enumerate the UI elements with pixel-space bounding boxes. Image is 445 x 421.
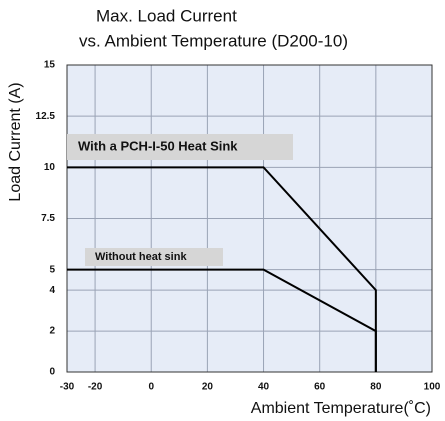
x-axis-label: Ambient Temperature(˚C) xyxy=(251,400,431,417)
y-tick-label: 2 xyxy=(49,326,55,337)
y-axis-label: Load Current (A) xyxy=(7,82,24,201)
series-line xyxy=(67,268,377,372)
x-tick-label: 100 xyxy=(424,382,441,393)
x-tick-label: 0 xyxy=(148,382,154,393)
y-tick-label: 5 xyxy=(49,264,55,275)
y-tick-label: 4 xyxy=(49,285,55,296)
y-tick-label: 10 xyxy=(44,162,56,173)
y-tick-label: 12.5 xyxy=(36,111,56,122)
x-tick-label: 80 xyxy=(370,382,382,393)
x-tick-label: 40 xyxy=(258,382,270,393)
y-tick-label: 7.5 xyxy=(41,213,55,224)
plot-border xyxy=(66,64,433,373)
chart-title: Max. Load Current xyxy=(96,6,237,25)
x-tick-label: 20 xyxy=(202,382,214,393)
x-tick-label: -30 xyxy=(60,382,75,393)
x-tick-label: -20 xyxy=(88,382,103,393)
y-tick-label: 0 xyxy=(49,367,55,378)
series-label-box xyxy=(85,248,223,266)
series-label: With a PCH-I-50 Heat Sink xyxy=(78,138,238,153)
chart-title: vs. Ambient Temperature (D200-10) xyxy=(79,31,348,50)
series-label-box xyxy=(67,134,293,160)
series-label: Without heat sink xyxy=(95,251,187,263)
y-tick-label: 15 xyxy=(44,60,56,71)
x-tick-label: 60 xyxy=(314,382,326,393)
